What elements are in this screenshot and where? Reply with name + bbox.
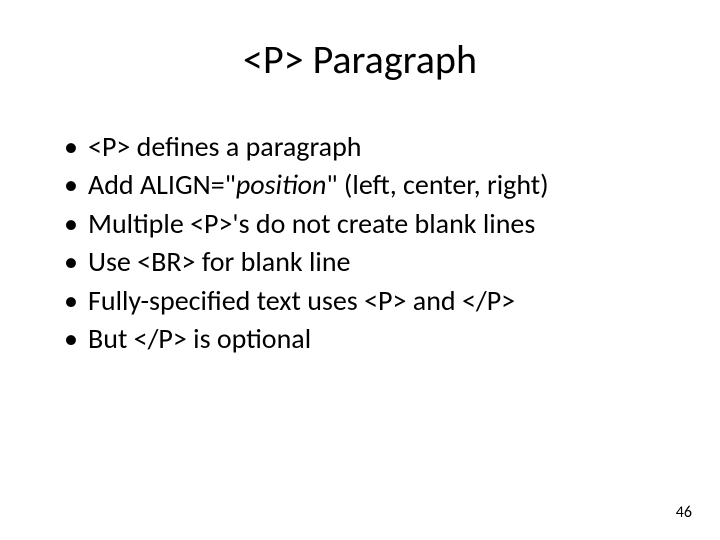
- list-item: Add ALIGN="position" (left, center, righ…: [60, 167, 670, 203]
- bullet-text: <P> defines a paragraph: [88, 129, 362, 164]
- bullet-list: <P> defines a paragraph Add ALIGN="posit…: [50, 129, 670, 357]
- bullet-text-prefix: Add ALIGN=": [88, 167, 236, 202]
- bullet-text: Use <BR> for blank line: [88, 244, 350, 279]
- slide-container: <P> Paragraph <P> defines a paragraph Ad…: [0, 0, 720, 540]
- list-item: Fully-specified text uses <P> and </P>: [60, 283, 670, 319]
- bullet-text: Fully-specified text uses <P> and </P>: [88, 283, 515, 318]
- list-item: Multiple <P>'s do not create blank lines: [60, 206, 670, 242]
- bullet-text-suffix: " (left, center, right): [326, 167, 548, 202]
- page-number: 46: [676, 503, 692, 522]
- list-item: But </P> is optional: [60, 321, 670, 357]
- bullet-text: But </P> is optional: [88, 321, 311, 356]
- bullet-text-italic: position: [236, 167, 326, 202]
- slide-title: <P> Paragraph: [50, 35, 670, 84]
- list-item: <P> defines a paragraph: [60, 129, 670, 165]
- bullet-text: Multiple <P>'s do not create blank lines: [88, 206, 535, 241]
- list-item: Use <BR> for blank line: [60, 244, 670, 280]
